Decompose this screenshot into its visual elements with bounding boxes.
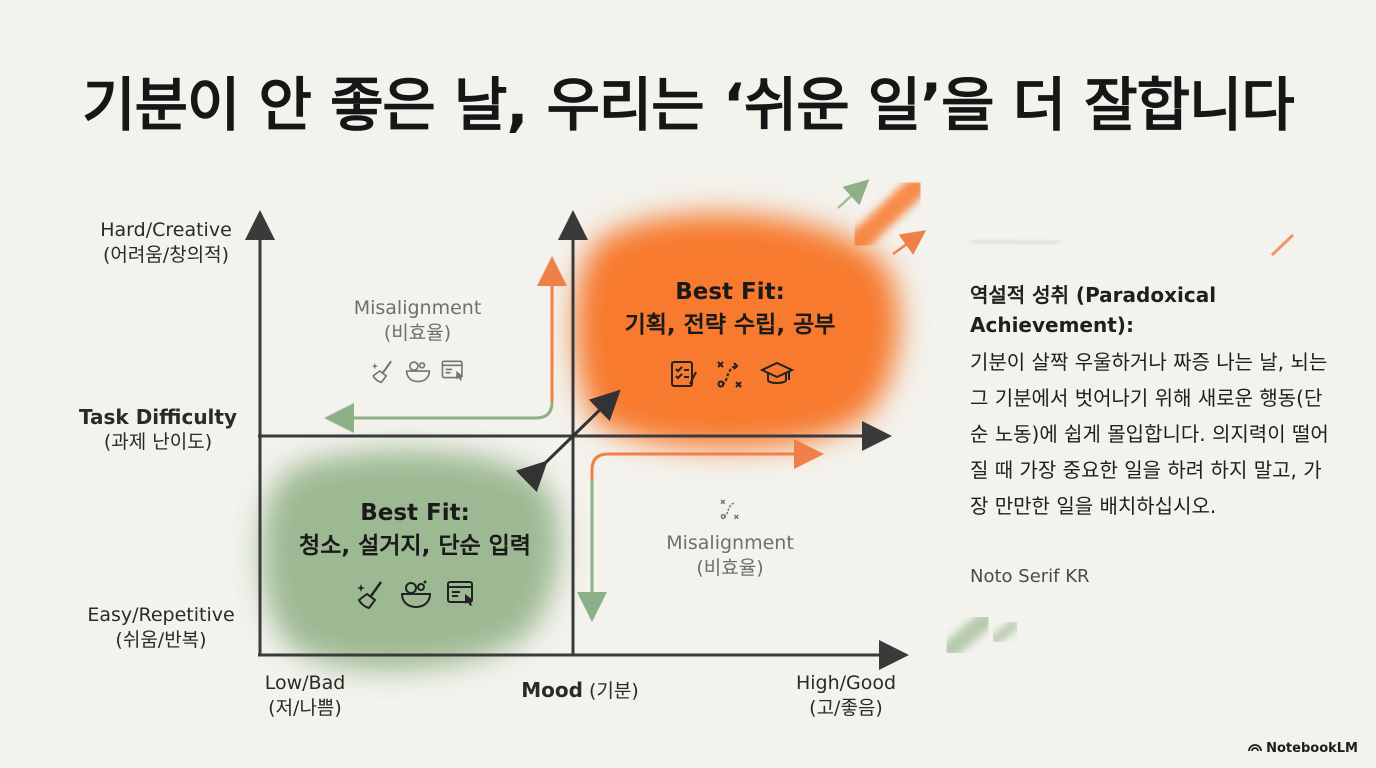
quadrant-top-right-title: Best Fit: 기획, 전략 수립, 공부: [600, 276, 860, 342]
x-right-label-ko: (고/좋음): [809, 697, 883, 719]
quadrant-bottom-right-line1: Misalignment: [666, 532, 794, 554]
side-explanation: 역설적 성취 (Paradoxical Achievement): 기분이 살짝…: [970, 280, 1330, 524]
streak-green-1: [941, 611, 994, 659]
brand-name: NotebookLM: [1266, 741, 1358, 756]
streak-arrow-3: [1270, 233, 1295, 257]
x-right-label-en: High/Good: [795, 672, 897, 694]
dish-basin-icon: [399, 578, 433, 614]
brand-badge: NotebookLM: [1248, 741, 1358, 756]
quadrant-bottom-left-icons: [355, 578, 477, 614]
quadrant-top-right-line2: 기획, 전략 수립, 공부: [624, 312, 836, 338]
streak-arrow-1: [837, 179, 870, 209]
streak-orange: [849, 177, 926, 251]
y-top-label: Hard/Creative (어려움/창의적): [86, 218, 246, 268]
quadrant-bottom-left-line2: 청소, 설거지, 단순 입력: [299, 533, 531, 559]
graduation-cap-icon: [759, 358, 795, 394]
x-right-label: High/Good (고/좋음): [776, 671, 916, 721]
diagonal-arrow: [515, 389, 621, 493]
quadrant-top-left-line1: Misalignment: [353, 297, 482, 319]
broom-icon: [355, 578, 387, 614]
page-title: 기분이 안 좋은 날, 우리는 ‘쉬운 일’을 더 잘합니다: [82, 71, 1294, 139]
quadrant-top-right-line1: Best Fit:: [675, 279, 785, 305]
y-top-label-en: Hard/Creative: [100, 219, 232, 241]
orange-quadrant-blob: [575, 213, 900, 449]
x-mid-label: Mood (기분): [480, 678, 680, 704]
quadrant-top-left-label: Misalignment (비효율): [330, 296, 505, 346]
dish-basin-icon: [404, 358, 432, 388]
strategy-path-icon: [714, 358, 746, 394]
side-body: 기분이 살짝 우울하거나 짜증 나는 날, 뇌는 그 기분에서 벗어나기 위해 …: [970, 350, 1329, 518]
streak-green-3: [969, 236, 1061, 248]
x-axis-subtitle: (기분): [588, 680, 639, 702]
x-left-label-en: Low/Bad: [264, 672, 346, 694]
font-note: Noto Serif KR: [970, 566, 1090, 587]
broom-icon: [370, 358, 396, 388]
y-bottom-label-en: Easy/Repetitive: [87, 604, 235, 626]
notebooklm-logo-icon: [1248, 741, 1263, 756]
quadrant-top-left-icons: [370, 358, 466, 388]
green-quadrant-blob: [261, 450, 560, 670]
quadrant-top-right-icons: [668, 358, 795, 394]
flow-arrow-bottom-right: [590, 439, 824, 606]
data-entry-icon: [440, 358, 466, 388]
data-entry-icon: [445, 578, 477, 614]
quadrant-bottom-right-icons: [718, 495, 742, 527]
y-top-label-ko: (어려움/창의적): [102, 244, 230, 266]
checklist-icon: [668, 358, 700, 394]
quadrant-bottom-left-line1: Best Fit:: [360, 500, 470, 526]
quadrant-bottom-right-line2: (비효율): [696, 557, 764, 579]
y-bottom-label-ko: (쉬움/반복): [115, 629, 207, 651]
streak-green-2: [990, 619, 1020, 645]
quadrant-bottom-left-title: Best Fit: 청소, 설거지, 단순 입력: [270, 497, 560, 563]
quadrant-bottom-right-label: Misalignment (비효율): [640, 531, 820, 581]
y-axis-subtitle: (과제 난이도): [103, 431, 213, 453]
strategy-path-icon: [718, 495, 742, 527]
side-heading: 역설적 성취 (Paradoxical Achievement):: [970, 283, 1217, 337]
x-left-label-ko: (저/나쁨): [268, 697, 342, 719]
x-left-label: Low/Bad (저/나쁨): [240, 671, 370, 721]
x-axis-title: Mood: [521, 678, 583, 702]
y-bottom-label: Easy/Repetitive (쉬움/반복): [76, 603, 246, 653]
quadrant-top-left-line2: (비효율): [383, 322, 452, 344]
y-mid-label: Task Difficulty (과제 난이도): [70, 405, 246, 455]
streak-arrow-2: [892, 230, 927, 256]
flow-arrow-top-left: [324, 272, 554, 433]
y-axis-title: Task Difficulty: [78, 405, 238, 429]
